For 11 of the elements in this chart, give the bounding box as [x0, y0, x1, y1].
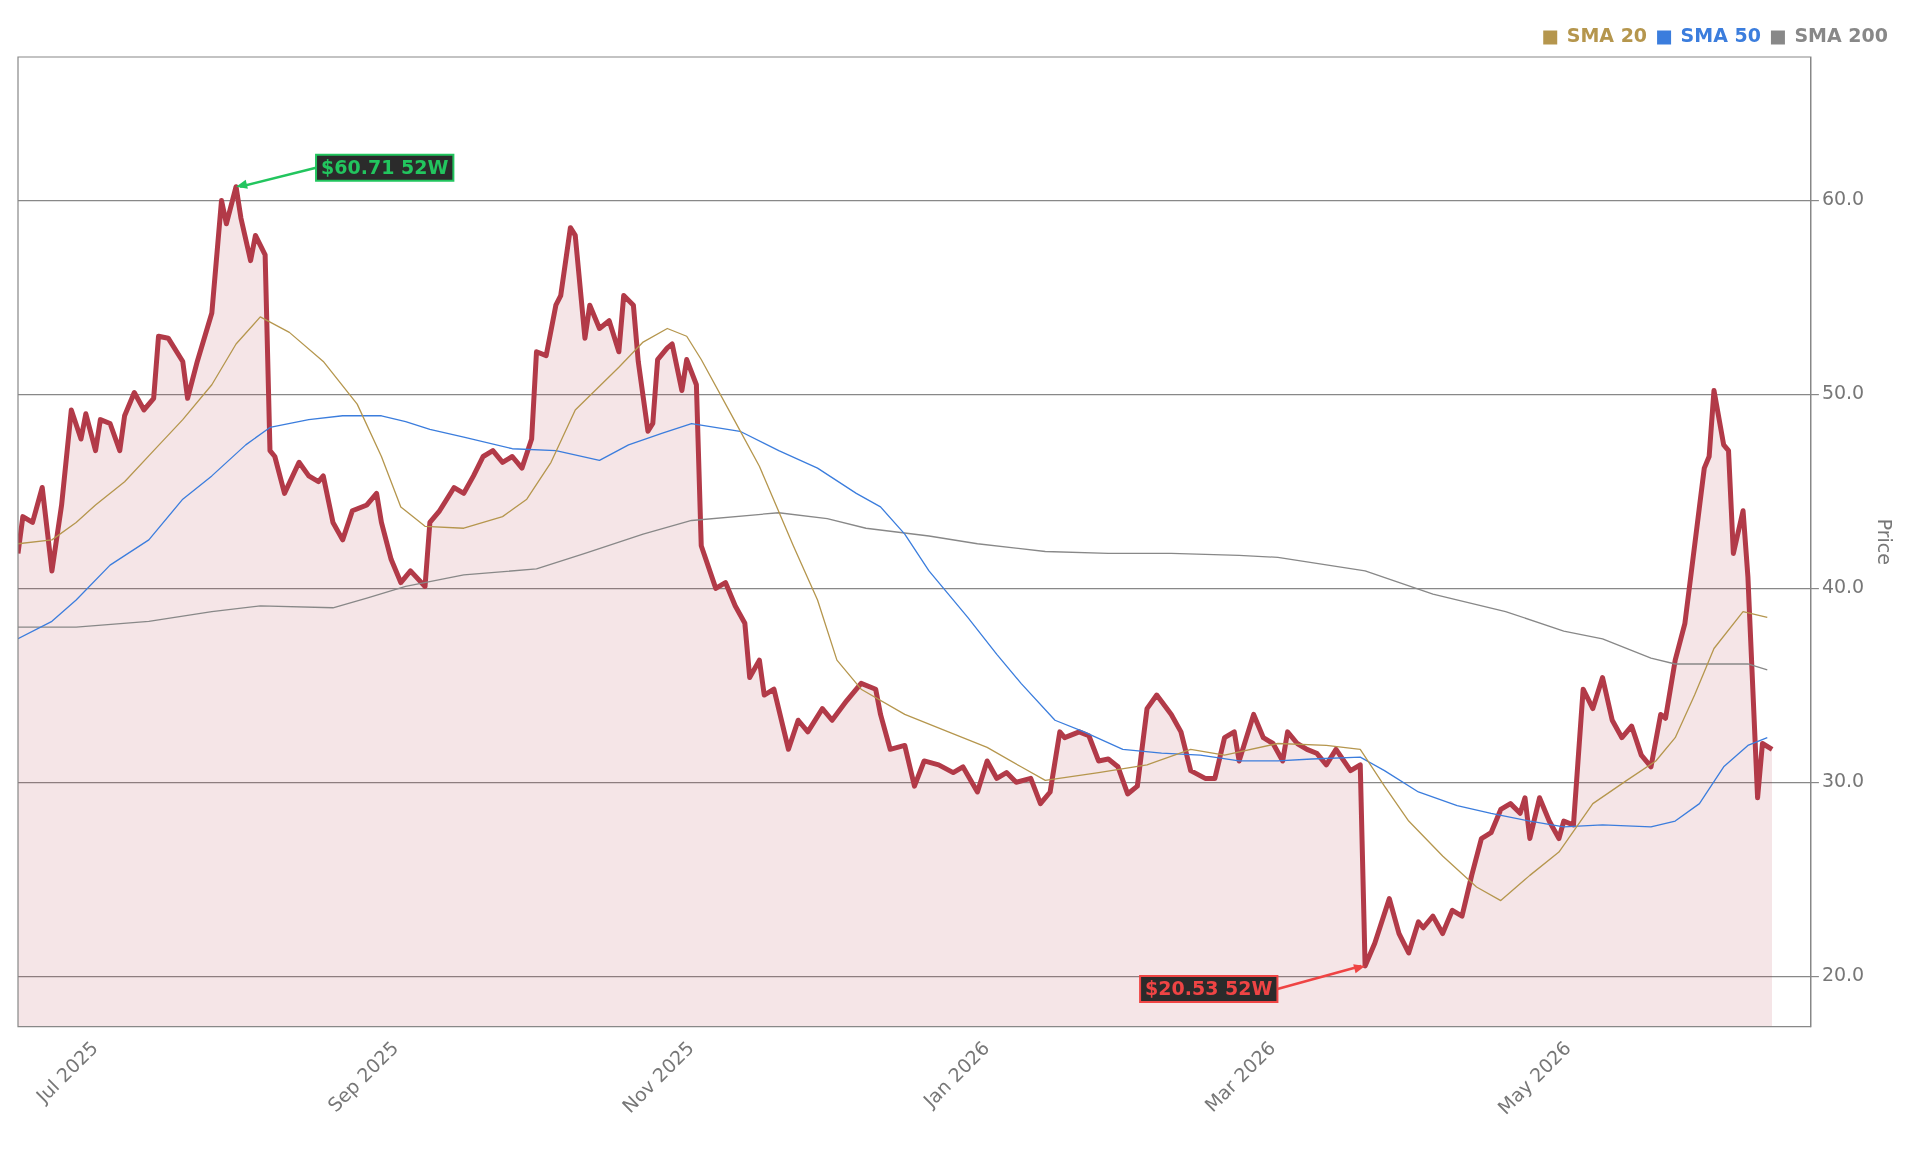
annotation: $20.53 52W	[1145, 976, 1273, 999]
y-tick-label: 20.0	[1821, 963, 1865, 986]
annotation: $60.71 52W	[321, 155, 449, 178]
y-tick-label: 30.0	[1821, 769, 1865, 792]
y-axis-title: Price	[1873, 518, 1896, 565]
legend-label: SMA 200	[1794, 24, 1889, 47]
legend-label: SMA 50	[1680, 24, 1761, 47]
y-tick-label: 60.0	[1821, 187, 1865, 210]
y-tick-label: 50.0	[1821, 381, 1865, 404]
y-tick-label: 40.0	[1821, 575, 1865, 598]
legend-label: SMA 20	[1566, 24, 1648, 47]
